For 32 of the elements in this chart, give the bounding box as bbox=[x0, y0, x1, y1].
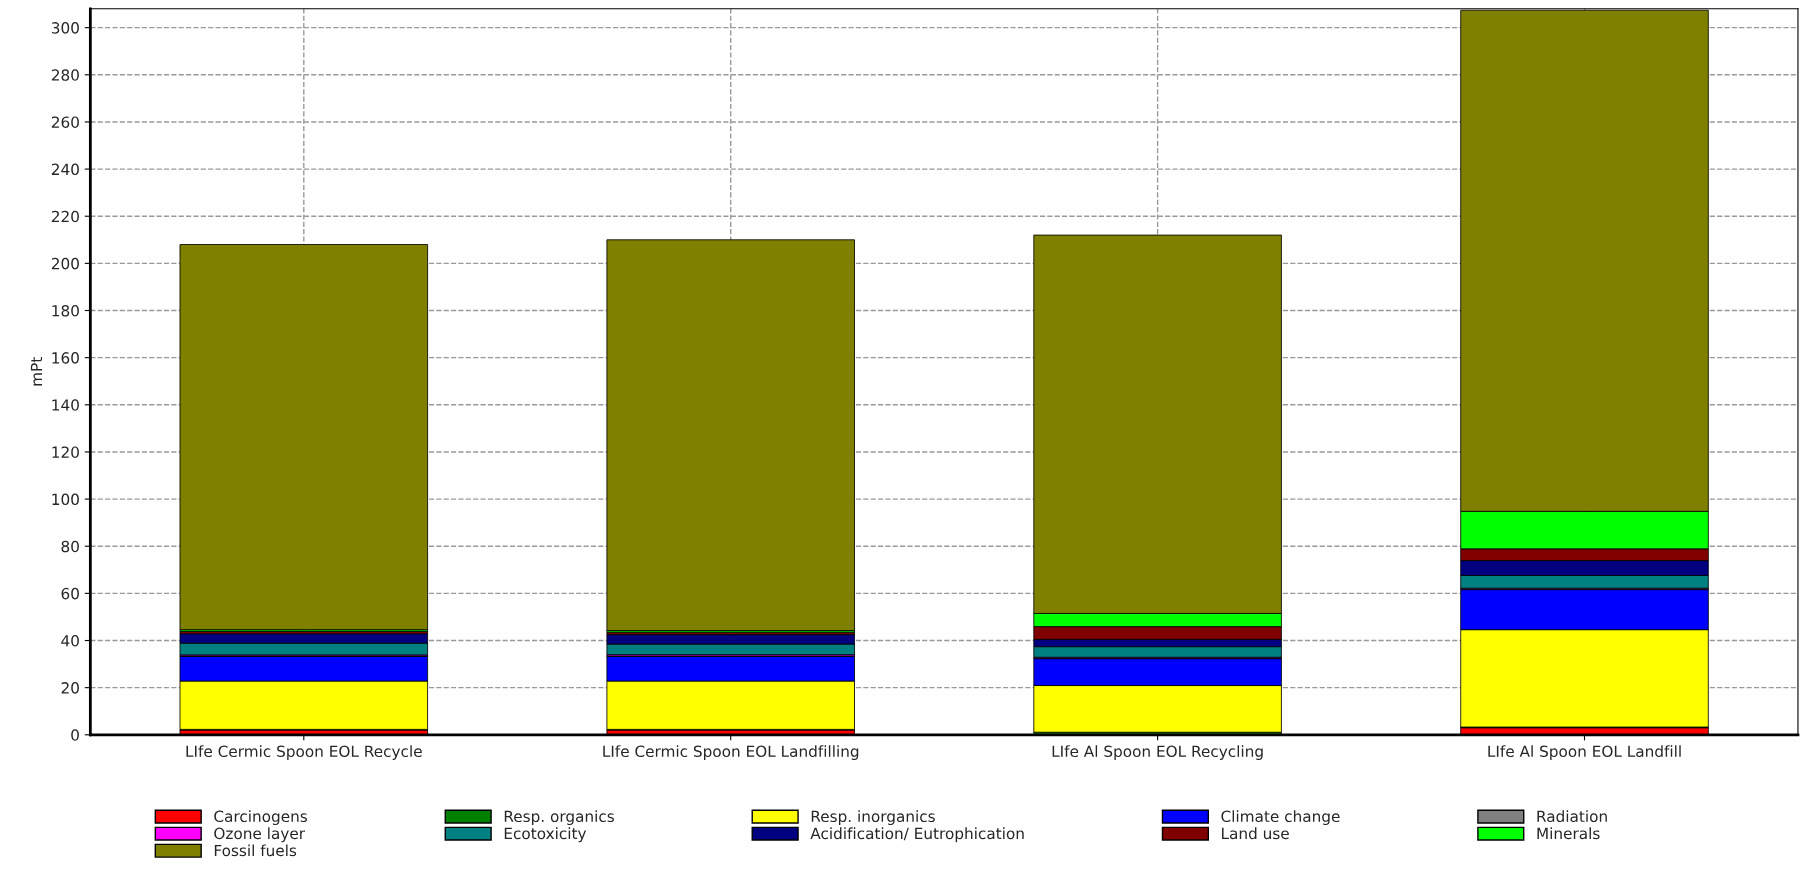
legend-label: Ecotoxicity bbox=[504, 827, 587, 843]
x-tick-label: LIfe Cermic Spoon EOL Recycle bbox=[186, 745, 422, 760]
y-tick-label: 280 bbox=[51, 69, 79, 81]
legend-label: Minerals bbox=[1537, 827, 1600, 840]
y-axis-title: mPt bbox=[30, 357, 43, 386]
y-tick-label: 100 bbox=[52, 493, 79, 506]
x-tick-label: LIfe Al Spoon EOL Recycling bbox=[1052, 745, 1263, 760]
legend-label: Resp. organics bbox=[504, 810, 614, 826]
y-tick-label: 300 bbox=[51, 22, 79, 34]
y-tick-label: 260 bbox=[51, 116, 79, 128]
legend-label: Land use bbox=[1222, 827, 1289, 840]
x-tick-label: LIfe Cermic Spoon EOL Landfilling bbox=[603, 745, 859, 760]
legend-label: Radiation bbox=[1537, 810, 1607, 823]
legend-label: Acidification/ Eutrophication bbox=[810, 827, 1024, 843]
x-tick-label: LIfe Al Spoon EOL Landfill bbox=[1488, 745, 1681, 760]
y-tick-label: 0 bbox=[71, 729, 79, 741]
legend-label: Climate change bbox=[1221, 810, 1340, 826]
y-tick-label: 20 bbox=[61, 682, 79, 694]
legend-label: Resp. inorganics bbox=[811, 810, 935, 826]
legend-label: Carcinogens bbox=[214, 810, 308, 826]
y-tick-label: 140 bbox=[52, 399, 79, 411]
y-tick-label: 200 bbox=[51, 257, 79, 270]
y-tick-label: 180 bbox=[52, 304, 79, 317]
y-tick-label: 80 bbox=[61, 540, 79, 553]
legend-label: Fossil fuels bbox=[214, 844, 297, 857]
y-tick-label: 40 bbox=[61, 634, 79, 647]
y-tick-label: 220 bbox=[51, 210, 79, 223]
y-tick-label: 60 bbox=[61, 587, 79, 600]
legend-label: Ozone layer bbox=[214, 827, 306, 843]
y-tick-label: 240 bbox=[51, 163, 79, 176]
y-tick-label: 160 bbox=[52, 352, 79, 364]
y-tick-label: 120 bbox=[52, 446, 79, 458]
